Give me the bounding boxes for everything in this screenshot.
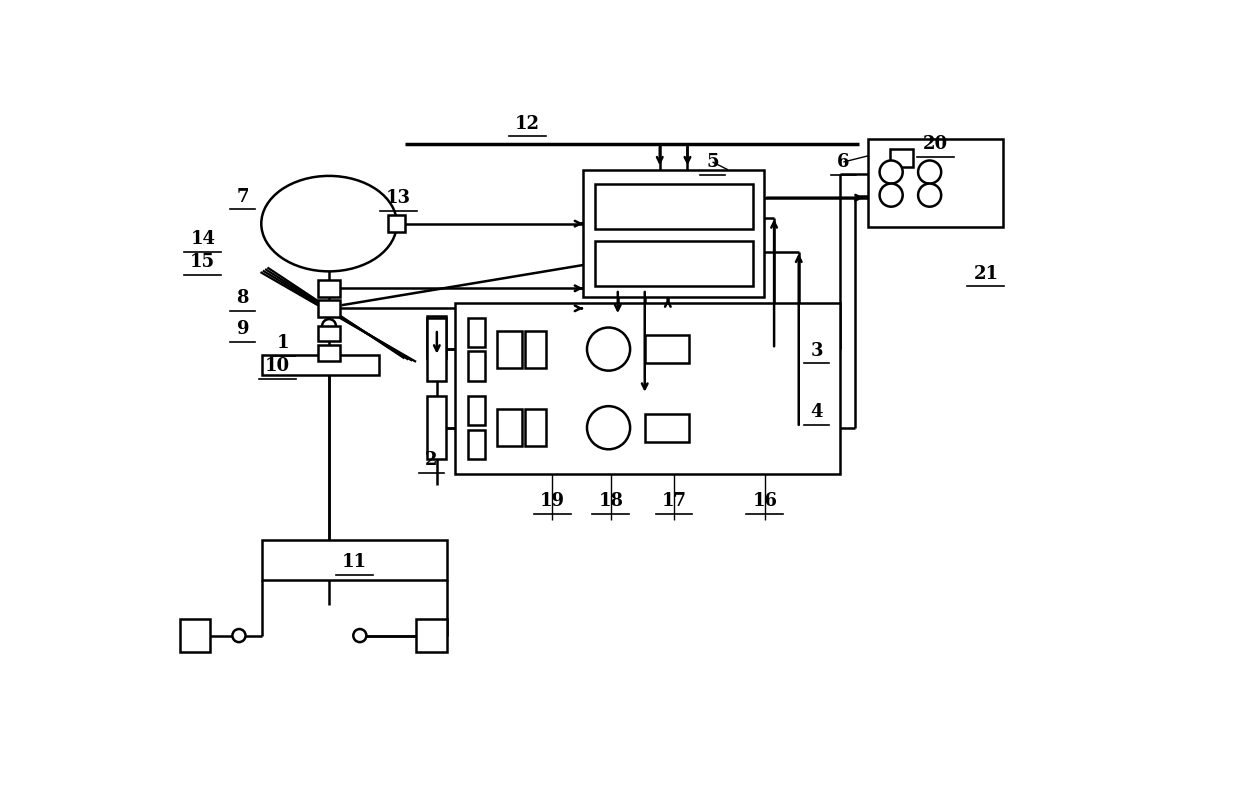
Text: 19: 19 bbox=[539, 492, 565, 510]
Text: 21: 21 bbox=[973, 265, 998, 283]
Bar bbox=[645, 414, 689, 442]
Bar bbox=[583, 169, 764, 297]
Text: 18: 18 bbox=[599, 492, 624, 510]
Circle shape bbox=[322, 319, 336, 333]
Circle shape bbox=[587, 406, 630, 449]
Bar bbox=[467, 396, 485, 425]
Text: 13: 13 bbox=[386, 189, 410, 208]
Text: 6: 6 bbox=[837, 153, 849, 171]
Bar bbox=[467, 318, 485, 347]
Bar bbox=[319, 280, 340, 297]
Text: 16: 16 bbox=[753, 492, 777, 510]
Text: 3: 3 bbox=[810, 341, 822, 360]
Bar bbox=[319, 345, 340, 360]
Bar bbox=[428, 316, 446, 358]
Bar bbox=[428, 318, 446, 381]
Text: 7: 7 bbox=[237, 188, 249, 206]
Text: 17: 17 bbox=[661, 492, 687, 510]
Bar bbox=[417, 619, 446, 652]
Text: 2: 2 bbox=[425, 451, 438, 469]
Text: 9: 9 bbox=[237, 320, 249, 338]
Bar bbox=[868, 139, 1003, 227]
Text: 20: 20 bbox=[924, 135, 949, 154]
Text: 12: 12 bbox=[515, 115, 541, 132]
Bar bbox=[497, 409, 522, 446]
Bar bbox=[595, 185, 753, 229]
Text: 11: 11 bbox=[342, 554, 367, 572]
Circle shape bbox=[353, 629, 366, 642]
Bar bbox=[889, 149, 913, 167]
Text: 14: 14 bbox=[190, 230, 216, 248]
Text: 5: 5 bbox=[707, 153, 719, 171]
Circle shape bbox=[879, 184, 903, 207]
Bar bbox=[497, 330, 522, 367]
Text: 1: 1 bbox=[277, 334, 289, 352]
Circle shape bbox=[879, 161, 903, 184]
Bar bbox=[467, 352, 485, 381]
Bar bbox=[525, 330, 546, 367]
Bar bbox=[262, 540, 446, 580]
Bar bbox=[319, 326, 340, 341]
Bar bbox=[455, 303, 839, 474]
Bar bbox=[645, 335, 689, 363]
Bar bbox=[428, 396, 446, 459]
Text: 15: 15 bbox=[190, 253, 216, 271]
Circle shape bbox=[232, 629, 246, 642]
Bar bbox=[525, 409, 546, 446]
Circle shape bbox=[918, 161, 941, 184]
Text: 8: 8 bbox=[237, 289, 249, 307]
Circle shape bbox=[918, 184, 941, 207]
Bar bbox=[262, 355, 379, 375]
Text: 10: 10 bbox=[265, 357, 290, 375]
Circle shape bbox=[587, 328, 630, 371]
Bar bbox=[180, 619, 211, 652]
Bar bbox=[595, 242, 753, 286]
Text: 4: 4 bbox=[810, 403, 822, 421]
Ellipse shape bbox=[262, 176, 397, 272]
Bar bbox=[467, 430, 485, 459]
Bar bbox=[319, 300, 340, 317]
Bar bbox=[388, 215, 405, 232]
